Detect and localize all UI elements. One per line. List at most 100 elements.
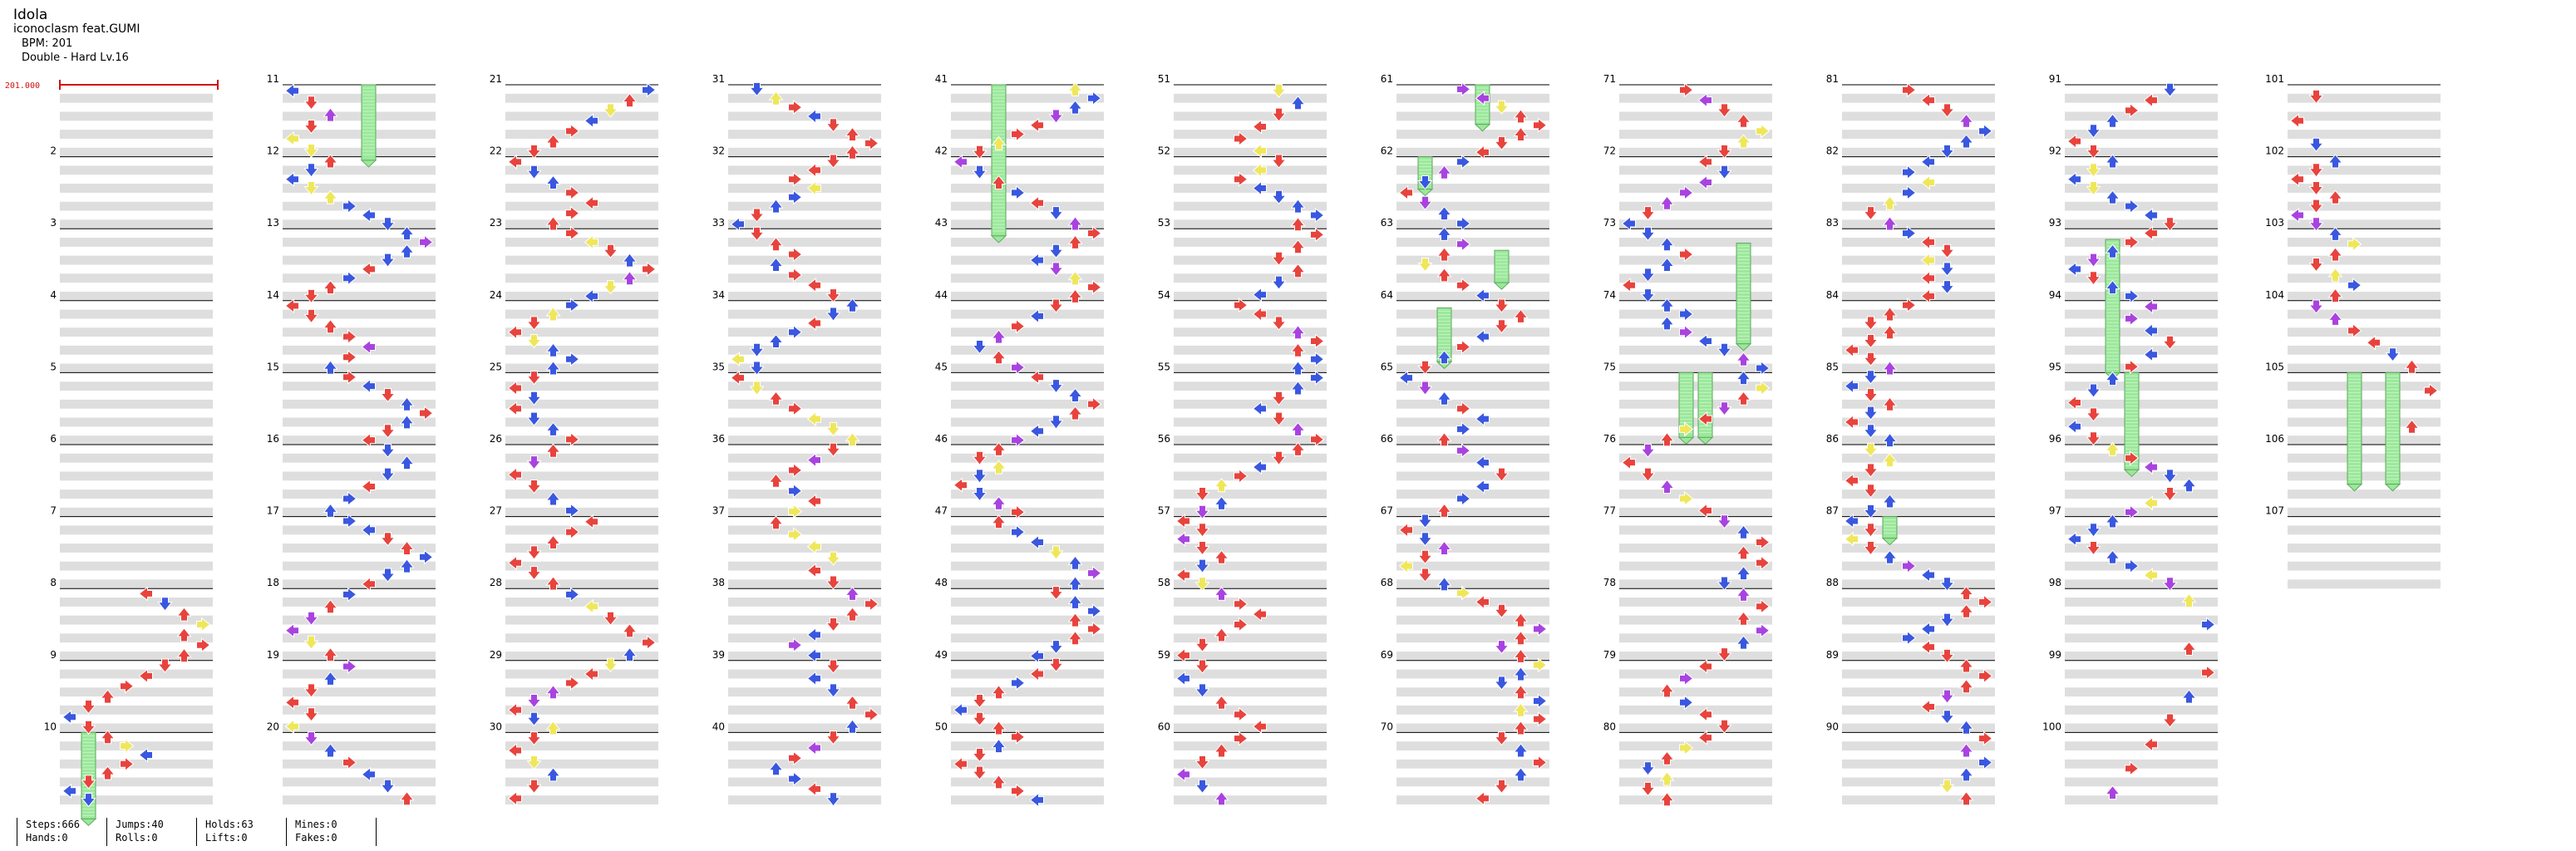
- arrow-note: [1310, 333, 1325, 349]
- arrow-note: [1679, 671, 1694, 686]
- beat-band: [1842, 219, 1995, 229]
- song-title: Idola: [13, 7, 48, 23]
- stat-lifts: Lifts:0: [205, 832, 248, 844]
- arrow-note: [1398, 522, 1413, 538]
- arrow-note: [1844, 414, 1859, 430]
- arrow-note: [1456, 278, 1471, 293]
- arrow-note: [1513, 702, 1529, 717]
- beat-band: [2065, 201, 2218, 211]
- beat-band: [728, 111, 881, 121]
- beat-band: [2288, 489, 2441, 499]
- arrow-note: [1048, 379, 1064, 394]
- arrow-note: [1494, 135, 1510, 151]
- beat-band: [728, 759, 881, 769]
- arrow-note: [1436, 576, 1452, 592]
- beat-band: [60, 705, 213, 715]
- arrow-note: [1417, 568, 1433, 583]
- arrow-note: [991, 460, 1007, 475]
- beat-band: [951, 453, 1104, 463]
- arrow-note: [303, 96, 319, 111]
- beat-band: [728, 525, 881, 535]
- measure-number: 59: [1158, 649, 1170, 661]
- arrow-note: [991, 495, 1007, 510]
- arrow-note: [1175, 671, 1190, 686]
- arrow-note: [1310, 431, 1325, 447]
- arrow-note: [806, 411, 821, 427]
- beat-band: [1619, 219, 1772, 229]
- beat-band: [505, 579, 658, 589]
- arrow-note: [2327, 288, 2343, 303]
- beat-band: [1396, 345, 1549, 355]
- arrow-note: [806, 539, 821, 554]
- beat-band: [951, 687, 1104, 697]
- arrow-note: [1494, 319, 1510, 334]
- arrow-note: [1513, 648, 1529, 663]
- beat-band: [505, 705, 658, 715]
- beat-band: [283, 544, 436, 553]
- beat-band: [2288, 363, 2441, 373]
- arrow-note: [1175, 647, 1190, 663]
- arrow-note: [1863, 463, 1879, 478]
- arrow-note: [1640, 443, 1656, 459]
- arrow-note: [1475, 145, 1490, 160]
- arrow-note: [1271, 391, 1287, 406]
- arrow-note: [526, 411, 542, 426]
- arrow-note: [2125, 558, 2140, 574]
- measure-number: 35: [712, 361, 725, 372]
- arrow-note: [1640, 761, 1656, 776]
- arrow-note: [526, 731, 542, 746]
- measure-number: 77: [1603, 505, 1616, 517]
- arrow-note: [2105, 371, 2120, 386]
- arrow-note: [1513, 684, 1529, 700]
- arrow-note: [1011, 783, 1026, 799]
- beat-band: [60, 147, 213, 157]
- beat-band: [728, 471, 881, 481]
- beat-band: [728, 399, 881, 409]
- beat-band: [1842, 651, 1995, 661]
- arrow-note: [1697, 658, 1712, 675]
- arrow-note: [1290, 324, 1306, 340]
- arrow-note: [1697, 92, 1712, 108]
- beat-band: [1174, 93, 1327, 103]
- beat-band: [1619, 327, 1772, 337]
- beat-band: [505, 759, 658, 769]
- arrow-note: [806, 162, 821, 178]
- arrow-note: [1902, 298, 1917, 313]
- song-bpm: BPM: 201: [22, 37, 73, 50]
- arrow-note: [1939, 243, 1955, 259]
- arrow-note: [2308, 163, 2324, 178]
- beat-band: [951, 525, 1104, 535]
- beat-band: [728, 255, 881, 265]
- beat-band: [1396, 633, 1549, 643]
- arrow-note: [303, 181, 319, 196]
- arrow-note: [2162, 713, 2178, 728]
- stat-mines: Mines:0: [295, 819, 337, 830]
- arrow-note: [507, 702, 522, 718]
- arrow-note: [845, 695, 860, 710]
- arrow-note: [1533, 117, 1548, 133]
- beat-band: [283, 615, 436, 625]
- arrow-note: [81, 775, 96, 790]
- arrow-note: [1087, 279, 1102, 295]
- beat-band: [1842, 147, 1995, 157]
- beat-band: [1396, 219, 1549, 229]
- arrow-note: [1048, 243, 1064, 259]
- arrow-note: [1939, 103, 1955, 118]
- beat-band: [2288, 255, 2441, 265]
- arrow-note: [342, 755, 357, 770]
- arrow-note: [361, 378, 376, 394]
- arrow-note: [1939, 280, 1955, 295]
- measure-number: 107: [2265, 505, 2284, 517]
- beat-band: [283, 453, 436, 463]
- arrow-note: [768, 760, 784, 776]
- arrow-note: [361, 522, 376, 538]
- arrow-note: [380, 253, 396, 268]
- arrow-note: [1310, 207, 1325, 224]
- beat-band: [1174, 381, 1327, 391]
- arrow-note: [1214, 586, 1229, 601]
- arrow-note: [545, 767, 561, 782]
- arrow-note: [1011, 126, 1026, 142]
- beat-band: [505, 598, 658, 607]
- arrow-note: [2125, 504, 2140, 520]
- beat-band: [728, 309, 881, 319]
